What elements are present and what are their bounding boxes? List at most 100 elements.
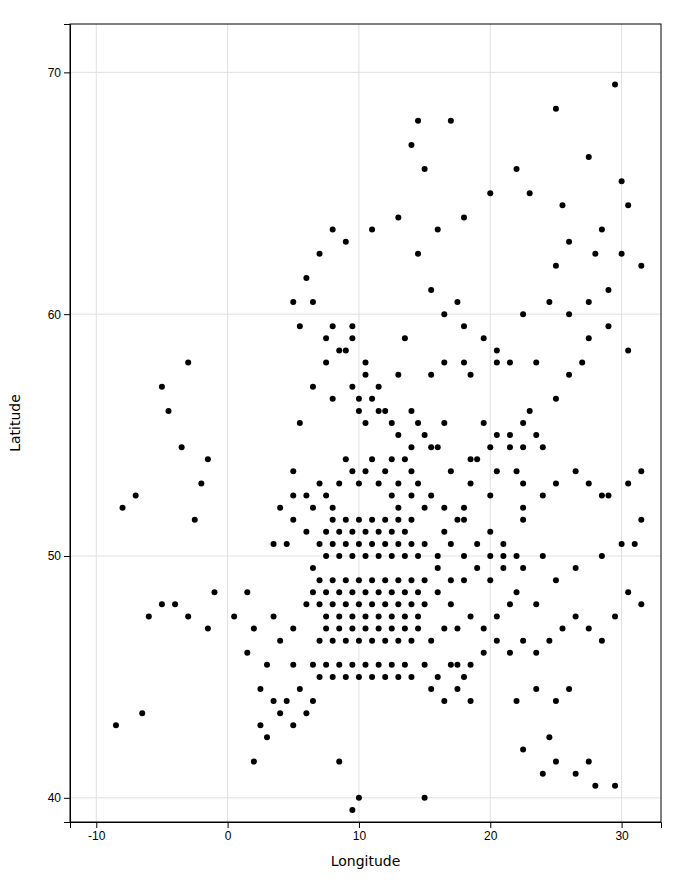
point	[573, 468, 579, 474]
point	[625, 480, 631, 486]
point	[481, 335, 487, 341]
point	[310, 698, 316, 704]
point	[363, 529, 369, 535]
tick-label: 30	[615, 829, 629, 843]
point	[343, 456, 349, 462]
point	[363, 589, 369, 595]
point	[553, 396, 559, 402]
point	[441, 420, 447, 426]
point	[376, 626, 382, 632]
point	[638, 263, 644, 269]
tick-mark	[64, 72, 70, 73]
point	[389, 456, 395, 462]
point	[349, 468, 355, 474]
point	[356, 795, 362, 801]
point	[507, 601, 513, 607]
point	[376, 408, 382, 414]
point	[356, 541, 362, 547]
tick: 0	[225, 822, 232, 843]
point	[369, 227, 375, 233]
point	[415, 626, 421, 632]
point	[297, 420, 303, 426]
point	[290, 626, 296, 632]
point	[139, 710, 145, 716]
point	[619, 178, 625, 184]
point	[349, 662, 355, 668]
point	[520, 517, 526, 523]
point	[310, 589, 316, 595]
point	[382, 541, 388, 547]
point	[303, 529, 309, 535]
point	[514, 468, 520, 474]
point	[487, 190, 493, 196]
point	[507, 432, 513, 438]
point	[395, 214, 401, 220]
point	[422, 432, 428, 438]
point	[363, 662, 369, 668]
point	[290, 662, 296, 668]
point	[271, 698, 277, 704]
point	[323, 662, 329, 668]
point	[468, 456, 474, 462]
point	[284, 698, 290, 704]
point	[389, 626, 395, 632]
point	[520, 444, 526, 450]
point	[408, 408, 414, 414]
point	[395, 480, 401, 486]
point	[133, 493, 139, 499]
point	[408, 674, 414, 680]
point	[343, 601, 349, 607]
point	[356, 480, 362, 486]
point	[244, 650, 250, 656]
point	[330, 323, 336, 329]
tick-label: 50	[48, 549, 62, 563]
point	[205, 456, 211, 462]
point	[343, 517, 349, 523]
point	[422, 577, 428, 583]
point	[290, 517, 296, 523]
point	[500, 565, 506, 571]
point	[343, 577, 349, 583]
point	[638, 468, 644, 474]
point	[356, 601, 362, 607]
point	[625, 202, 631, 208]
tick: 50	[48, 549, 70, 563]
point	[573, 771, 579, 777]
point	[330, 227, 336, 233]
point	[369, 601, 375, 607]
point	[376, 480, 382, 486]
point	[514, 553, 520, 559]
point	[376, 384, 382, 390]
point	[303, 601, 309, 607]
point	[317, 638, 323, 644]
point	[323, 613, 329, 619]
grid-line	[96, 24, 97, 822]
point	[435, 553, 441, 559]
point	[382, 601, 388, 607]
point	[599, 638, 605, 644]
point	[408, 142, 414, 148]
tick-mark	[490, 822, 491, 828]
point	[487, 493, 493, 499]
point	[500, 541, 506, 547]
point	[461, 517, 467, 523]
point	[487, 553, 493, 559]
y-axis: 40506070	[48, 25, 71, 823]
point	[481, 420, 487, 426]
point	[592, 251, 598, 257]
point	[612, 81, 618, 87]
point	[336, 626, 342, 632]
point	[395, 432, 401, 438]
tick-mark	[228, 822, 229, 828]
point	[376, 553, 382, 559]
point	[363, 468, 369, 474]
point	[146, 613, 152, 619]
point	[520, 420, 526, 426]
axis-line	[64, 25, 71, 823]
point	[494, 347, 500, 353]
point	[343, 347, 349, 353]
point	[566, 239, 572, 245]
point	[494, 360, 500, 366]
point	[540, 771, 546, 777]
point	[408, 517, 414, 523]
